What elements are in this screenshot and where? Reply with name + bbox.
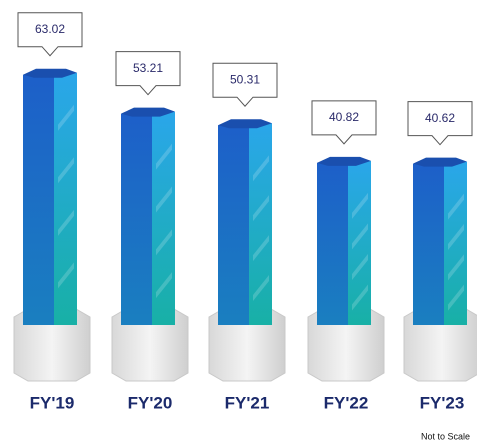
value-label: 40.82 [329, 110, 359, 124]
value-label: 50.31 [230, 72, 260, 86]
bar [413, 164, 444, 325]
x-tick-label: FY'20 [128, 393, 173, 412]
note: Not to Scale [421, 431, 470, 441]
chart: Not to Scale 63.02 FY'19 53.21 FY'20 50.31 FY… [0, 0, 477, 447]
x-tick-label: FY'19 [30, 393, 75, 412]
bar [23, 75, 54, 325]
bar [121, 114, 152, 325]
bar-side [152, 112, 175, 325]
x-tick-label: FY'22 [324, 393, 369, 412]
page: Not to Scale 63.02 FY'19 53.21 FY'20 50.31 FY… [0, 0, 477, 447]
x-tick-label: FY'23 [420, 393, 465, 412]
bar-side [249, 123, 272, 325]
value-label: 53.21 [133, 61, 163, 75]
bar [218, 125, 249, 325]
bar [317, 163, 348, 325]
value-label: 40.62 [425, 111, 455, 125]
x-tick-label: FY'21 [225, 393, 270, 412]
value-label: 63.02 [35, 22, 65, 36]
